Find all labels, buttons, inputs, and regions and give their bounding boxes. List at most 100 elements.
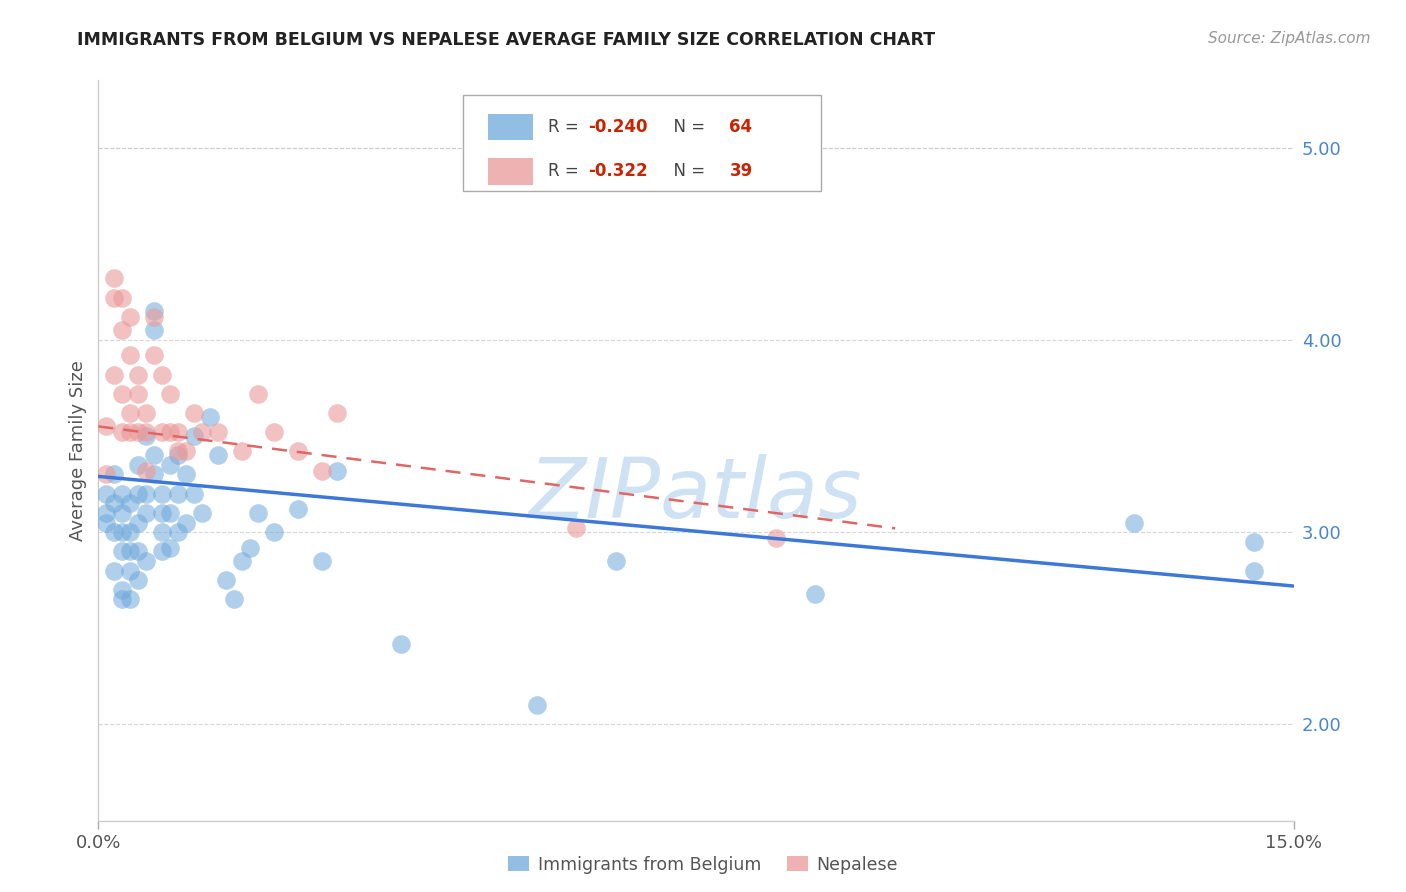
Text: -0.322: -0.322 (589, 162, 648, 180)
Text: 39: 39 (730, 162, 752, 180)
Point (135, 406, 157, 420)
Point (311, 554, 333, 568)
Point (127, 544, 149, 558)
Point (111, 323, 134, 337)
Point (183, 429, 205, 443)
Point (111, 582, 134, 597)
Point (167, 448, 190, 462)
Text: Source: ZipAtlas.com: Source: ZipAtlas.com (1208, 31, 1371, 46)
Point (127, 368, 149, 382)
Text: R =: R = (548, 118, 583, 136)
Point (207, 425, 229, 440)
Text: N =: N = (662, 162, 710, 180)
Legend: Immigrants from Belgium, Nepalese: Immigrants from Belgium, Nepalese (503, 850, 903, 879)
Point (120, 496, 142, 510)
Text: -0.240: -0.240 (589, 118, 648, 136)
Point (127, 574, 149, 588)
Point (565, 521, 588, 535)
Point (167, 425, 190, 440)
Point (605, 554, 627, 568)
Point (96, 467, 118, 482)
Point (120, 310, 142, 324)
Point (143, 348, 166, 362)
Text: N =: N = (662, 118, 710, 136)
Point (111, 592, 134, 607)
Point (96, 506, 118, 520)
Point (263, 525, 285, 540)
Point (150, 506, 173, 520)
Point (127, 487, 149, 501)
Point (167, 444, 190, 458)
Point (120, 592, 142, 607)
Bar (488, 113, 533, 140)
Text: IMMIGRANTS FROM BELGIUM VS NEPALESE AVERAGE FAMILY SIZE CORRELATION CHART: IMMIGRANTS FROM BELGIUM VS NEPALESE AVER… (77, 31, 935, 49)
Point (239, 541, 262, 555)
Point (150, 525, 173, 540)
Point (143, 467, 166, 482)
Point (127, 425, 149, 440)
Point (127, 516, 149, 530)
Point (111, 544, 134, 558)
Point (120, 425, 142, 440)
Point (231, 554, 253, 568)
Point (246, 506, 269, 520)
Point (159, 458, 181, 472)
Point (96, 487, 118, 501)
Point (120, 348, 142, 362)
Point (135, 429, 157, 443)
Y-axis label: Average Family Size: Average Family Size (69, 360, 87, 541)
Point (111, 487, 134, 501)
Point (111, 525, 134, 540)
FancyBboxPatch shape (463, 95, 821, 191)
Point (96, 516, 118, 530)
Point (159, 425, 181, 440)
Point (263, 425, 285, 440)
Point (103, 368, 125, 382)
Text: R =: R = (548, 162, 583, 180)
Point (103, 271, 125, 285)
Point (120, 525, 142, 540)
Point (183, 487, 205, 501)
Point (1123, 516, 1146, 530)
Point (311, 464, 333, 478)
Point (103, 564, 125, 578)
Point (150, 368, 173, 382)
Point (198, 409, 221, 424)
Point (389, 637, 412, 651)
Point (246, 386, 269, 401)
Point (111, 425, 134, 440)
Point (326, 464, 349, 478)
Point (1243, 534, 1265, 549)
Point (159, 506, 181, 520)
Point (127, 386, 149, 401)
Point (326, 406, 349, 420)
Point (103, 525, 125, 540)
Point (120, 406, 142, 420)
Point (143, 304, 166, 318)
Point (174, 516, 197, 530)
Bar (488, 158, 533, 185)
Point (287, 502, 309, 516)
Point (191, 425, 214, 440)
Point (222, 592, 245, 607)
Point (287, 444, 309, 458)
Point (103, 496, 125, 510)
Point (143, 310, 166, 324)
Point (804, 587, 827, 601)
Point (111, 506, 134, 520)
Point (150, 487, 173, 501)
Point (135, 554, 157, 568)
Point (103, 291, 125, 305)
Point (111, 386, 134, 401)
Point (135, 487, 157, 501)
Point (96, 419, 118, 434)
Point (120, 544, 142, 558)
Point (127, 458, 149, 472)
Point (143, 448, 166, 462)
Text: ZIPatlas: ZIPatlas (529, 454, 863, 535)
Point (150, 544, 173, 558)
Point (135, 425, 157, 440)
Point (167, 525, 190, 540)
Point (159, 541, 181, 555)
Point (159, 386, 181, 401)
